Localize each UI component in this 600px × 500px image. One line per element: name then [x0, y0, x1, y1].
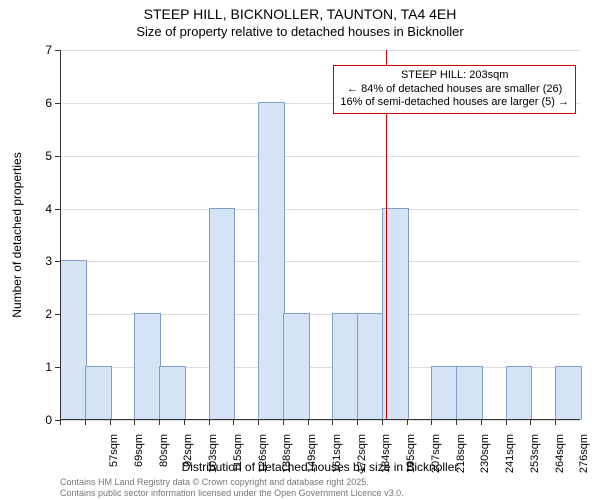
y-tick-mark — [55, 367, 60, 368]
annotation-box: STEEP HILL: 203sqm ← 84% of detached hou… — [333, 65, 576, 114]
y-axis-line — [60, 50, 61, 420]
plot-area: STEEP HILL: 203sqm ← 84% of detached hou… — [60, 50, 580, 420]
x-tick-label: 264sqm — [554, 434, 566, 484]
y-tick-mark — [55, 314, 60, 315]
x-tick-label: 207sqm — [430, 434, 442, 484]
y-tick-label: 6 — [28, 96, 52, 110]
y-tick-label: 0 — [28, 413, 52, 427]
bar — [85, 366, 112, 420]
x-axis-label: Distribution of detached houses by size … — [60, 460, 580, 474]
chart-title-line1: STEEP HILL, BICKNOLLER, TAUNTON, TA4 4EH — [0, 6, 600, 22]
y-tick-label: 1 — [28, 360, 52, 374]
y-tick-label: 5 — [28, 149, 52, 163]
y-tick-mark — [55, 156, 60, 157]
y-tick-mark — [55, 50, 60, 51]
annotation-line1: STEEP HILL: 203sqm — [340, 69, 569, 83]
bar — [134, 313, 161, 420]
bar — [159, 366, 186, 420]
bar — [209, 208, 236, 420]
bar — [283, 313, 310, 420]
footer-line1: Contains HM Land Registry data © Crown c… — [60, 477, 404, 487]
x-axis-line — [60, 419, 580, 420]
bar — [60, 260, 87, 420]
x-tick-label: 218sqm — [455, 434, 467, 484]
x-tick-label: 230sqm — [479, 434, 491, 484]
y-tick-labels: 01234567 — [0, 50, 56, 420]
bar — [332, 313, 359, 420]
x-tick-label: 253sqm — [529, 434, 541, 484]
y-tick-mark — [55, 261, 60, 262]
y-tick-mark — [55, 209, 60, 210]
y-tick-mark — [55, 103, 60, 104]
x-tick-label: 276sqm — [578, 434, 590, 484]
gridline — [60, 420, 580, 421]
x-tick-label: 195sqm — [405, 434, 417, 484]
bar — [456, 366, 483, 420]
bar — [555, 366, 582, 420]
footer-line2: Contains public sector information licen… — [60, 488, 404, 498]
chart-title-line2: Size of property relative to detached ho… — [0, 24, 600, 39]
bar — [258, 102, 285, 420]
y-tick-label: 3 — [28, 254, 52, 268]
annotation-line3: 16% of semi-detached houses are larger (… — [340, 96, 569, 110]
chart-container: STEEP HILL, BICKNOLLER, TAUNTON, TA4 4EH… — [0, 0, 600, 500]
x-tick-labels: 57sqm69sqm80sqm92sqm103sqm115sqm126sqm13… — [60, 422, 580, 462]
annotation-line2: ← 84% of detached houses are smaller (26… — [340, 83, 569, 97]
y-tick-label: 7 — [28, 43, 52, 57]
bar — [357, 313, 384, 420]
bar — [431, 366, 458, 420]
y-tick-label: 2 — [28, 307, 52, 321]
y-tick-label: 4 — [28, 202, 52, 216]
title-block: STEEP HILL, BICKNOLLER, TAUNTON, TA4 4EH… — [0, 6, 600, 39]
bar — [506, 366, 533, 420]
x-tick-label: 241sqm — [504, 434, 516, 484]
attribution-footer: Contains HM Land Registry data © Crown c… — [60, 477, 404, 498]
